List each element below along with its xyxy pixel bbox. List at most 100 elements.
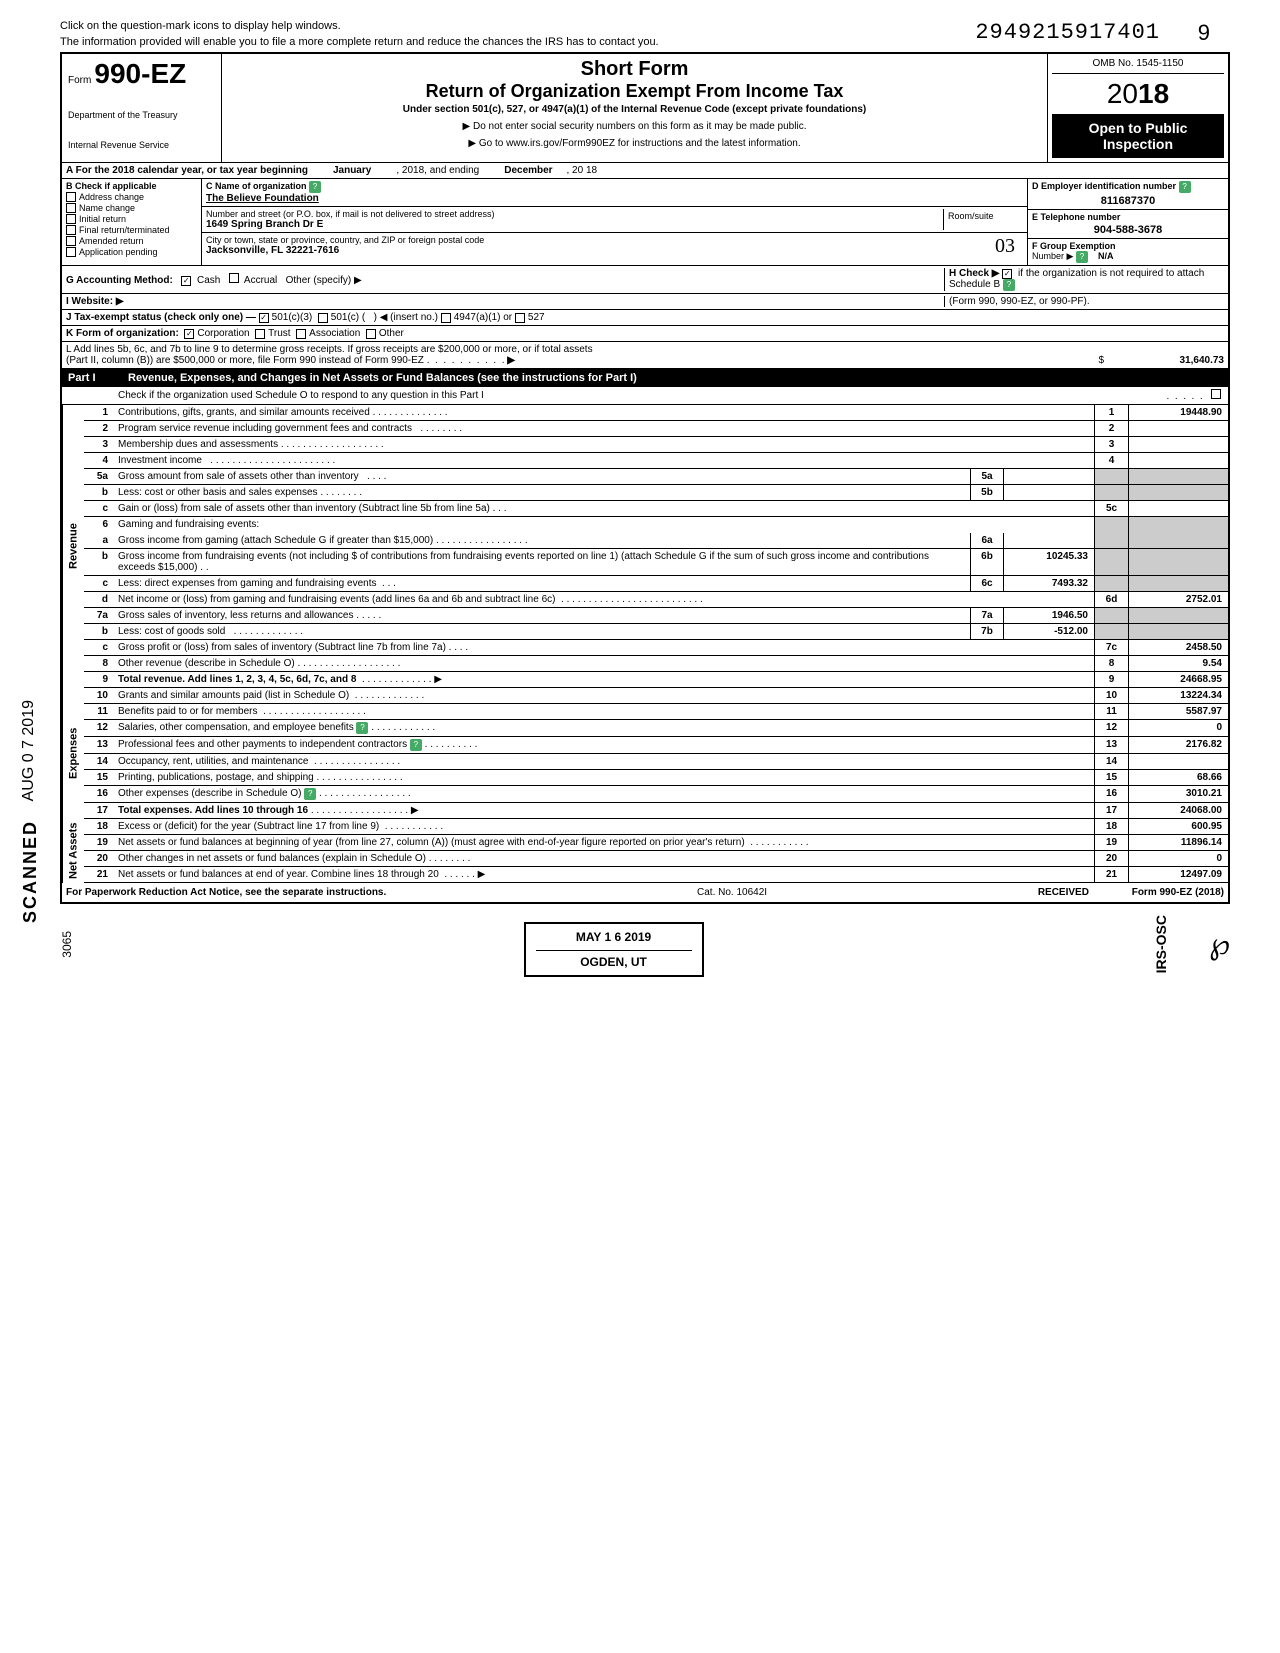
cb-trust[interactable] bbox=[255, 329, 265, 339]
line-13: 13Professional fees and other payments t… bbox=[84, 737, 1228, 754]
top-stamp-9: 9 bbox=[1198, 20, 1210, 46]
cb-name-change[interactable]: Name change bbox=[66, 203, 197, 213]
line-7a: 7aGross sales of inventory, less returns… bbox=[84, 608, 1228, 624]
line-9: 9Total revenue. Add lines 1, 2, 3, 4, 5c… bbox=[84, 672, 1228, 688]
stamp-3065: 3065 bbox=[60, 931, 74, 958]
line-3: 3Membership dues and assessments . . . .… bbox=[84, 437, 1228, 453]
cb-association[interactable] bbox=[296, 329, 306, 339]
help-icon[interactable]: ? bbox=[1179, 181, 1191, 193]
cb-schedule-o[interactable] bbox=[1211, 389, 1221, 399]
received-stamp: MAY 1 6 2019 OGDEN, UT bbox=[524, 922, 704, 977]
omb-number: OMB No. 1545-1150 bbox=[1052, 58, 1224, 74]
handwritten-03: 03 bbox=[995, 235, 1023, 258]
row-g-accounting: G Accounting Method: ✓ Cash Accrual Othe… bbox=[62, 266, 1228, 294]
stamp-area: 3065 MAY 1 6 2019 OGDEN, UT IRS-OSC ℘ bbox=[60, 912, 1230, 977]
b-label: B Check if applicable bbox=[66, 181, 197, 191]
line-7c: cGross profit or (loss) from sales of in… bbox=[84, 640, 1228, 656]
form-990ez: Form 990-EZ Department of the Treasury I… bbox=[60, 52, 1230, 904]
line-18: 18Excess or (deficit) for the year (Subt… bbox=[84, 819, 1228, 835]
col-d-ein: D Employer identification number ? 81168… bbox=[1028, 179, 1228, 265]
cb-initial-return[interactable]: Initial return bbox=[66, 214, 197, 224]
line-21: 21Net assets or fund balances at end of … bbox=[84, 867, 1228, 883]
help-icon[interactable]: ? bbox=[356, 722, 368, 734]
line-5c: cGain or (loss) from sale of assets othe… bbox=[84, 501, 1228, 517]
cb-501c3[interactable]: ✓ bbox=[259, 313, 269, 323]
col-c-org-info: C Name of organization ? The Believe Fou… bbox=[202, 179, 1028, 265]
line-5b: bLess: cost or other basis and sales exp… bbox=[84, 485, 1228, 501]
cb-cash[interactable]: ✓ bbox=[181, 276, 191, 286]
line-6c: cLess: direct expenses from gaming and f… bbox=[84, 576, 1228, 592]
cb-amended-return[interactable]: Amended return bbox=[66, 236, 197, 246]
signature: ℘ bbox=[1209, 927, 1230, 962]
line-15: 15Printing, publications, postage, and s… bbox=[84, 770, 1228, 786]
tax-year: 2018 bbox=[1052, 78, 1224, 110]
received-overlap: RECEIVED bbox=[1038, 887, 1089, 898]
form-word: Form bbox=[68, 75, 91, 86]
line-5a: 5aGross amount from sale of assets other… bbox=[84, 469, 1228, 485]
gross-receipts-total: 31,640.73 bbox=[1104, 355, 1224, 366]
cb-final-return[interactable]: Final return/terminated bbox=[66, 225, 197, 235]
line-12: 12Salaries, other compensation, and empl… bbox=[84, 720, 1228, 737]
cb-527[interactable] bbox=[515, 313, 525, 323]
cb-other[interactable] bbox=[366, 329, 376, 339]
room-suite: Room/suite bbox=[943, 209, 1023, 230]
line-8: 8Other revenue (describe in Schedule O) … bbox=[84, 656, 1228, 672]
ein-value: 811687370 bbox=[1032, 195, 1224, 207]
help-icon[interactable]: ? bbox=[1003, 279, 1015, 291]
line-4: 4Investment income . . . . . . . . . . .… bbox=[84, 453, 1228, 469]
line-7b: bLess: cost of goods sold . . . . . . . … bbox=[84, 624, 1228, 640]
street-address: 1649 Spring Branch Dr E bbox=[206, 219, 323, 230]
line-19: 19Net assets or fund balances at beginni… bbox=[84, 835, 1228, 851]
subtitle: Under section 501(c), 527, or 4947(a)(1)… bbox=[230, 104, 1039, 115]
line-1: 1Contributions, gifts, grants, and simil… bbox=[84, 405, 1228, 421]
short-form-title: Short Form bbox=[230, 58, 1039, 81]
open-public: Open to PublicInspection bbox=[1052, 114, 1224, 158]
header-right: OMB No. 1545-1150 2018 Open to PublicIns… bbox=[1048, 54, 1228, 162]
irs-label: Internal Revenue Service bbox=[68, 140, 215, 150]
side-revenue: Revenue bbox=[62, 405, 84, 688]
cb-address-change[interactable]: Address change bbox=[66, 192, 197, 202]
line-10: 10Grants and similar amounts paid (list … bbox=[84, 688, 1228, 704]
cb-corporation[interactable]: ✓ bbox=[184, 329, 194, 339]
line-6d: dNet income or (loss) from gaming and fu… bbox=[84, 592, 1228, 608]
line-6b: bGross income from fundraising events (n… bbox=[84, 549, 1228, 576]
help-icon[interactable]: ? bbox=[1076, 251, 1088, 263]
row-i-website: I Website: ▶ (Form 990, 990-EZ, or 990-P… bbox=[62, 294, 1228, 310]
form-number: 990-EZ bbox=[94, 58, 186, 89]
col-b-checkboxes: B Check if applicable Address change Nam… bbox=[62, 179, 202, 265]
line-16: 16Other expenses (describe in Schedule O… bbox=[84, 786, 1228, 803]
org-name: The Believe Foundation bbox=[206, 193, 319, 204]
line-6a: aGross income from gaming (attach Schedu… bbox=[84, 533, 1228, 549]
line-14: 14Occupancy, rent, utilities, and mainte… bbox=[84, 754, 1228, 770]
line-11: 11Benefits paid to or for members . . . … bbox=[84, 704, 1228, 720]
cb-4947[interactable] bbox=[441, 313, 451, 323]
return-title: Return of Organization Exempt From Incom… bbox=[230, 81, 1039, 102]
row-j-tax-status: J Tax-exempt status (check only one) — ✓… bbox=[62, 310, 1228, 326]
row-a-calendar-year: A For the 2018 calendar year, or tax yea… bbox=[62, 163, 1228, 179]
header-left: Form 990-EZ Department of the Treasury I… bbox=[62, 54, 222, 162]
cb-schedule-b[interactable]: ✓ bbox=[1002, 269, 1012, 279]
help-icon[interactable]: ? bbox=[304, 788, 316, 800]
line-2: 2Program service revenue including gover… bbox=[84, 421, 1228, 437]
top-stamp-number: 2949215917401 bbox=[975, 20, 1160, 45]
cb-accrual[interactable] bbox=[229, 273, 239, 283]
line-20: 20Other changes in net assets or fund ba… bbox=[84, 851, 1228, 867]
date-stamp-side: AUG 0 7 2019 bbox=[20, 700, 38, 801]
ssn-warning: ▶ Do not enter social security numbers o… bbox=[230, 121, 1039, 132]
irs-osc-stamp: IRS-OSC bbox=[1153, 915, 1169, 973]
side-net-assets: Net Assets bbox=[62, 819, 84, 883]
help-icon[interactable]: ? bbox=[309, 181, 321, 193]
side-expenses: Expenses bbox=[62, 688, 84, 819]
cb-application-pending[interactable]: Application pending bbox=[66, 247, 197, 257]
line-6: 6Gaming and fundraising events: bbox=[84, 517, 1228, 533]
header-center: Short Form Return of Organization Exempt… bbox=[222, 54, 1048, 162]
goto-link: ▶ Go to www.irs.gov/Form990EZ for instru… bbox=[468, 138, 800, 149]
row-k-org-form: K Form of organization: ✓ Corporation Tr… bbox=[62, 326, 1228, 342]
line-17: 17Total expenses. Add lines 10 through 1… bbox=[84, 803, 1228, 819]
dept-treasury: Department of the Treasury bbox=[68, 110, 215, 120]
city-state-zip: Jacksonville, FL 32221-7616 bbox=[206, 245, 339, 256]
help-icon[interactable]: ? bbox=[410, 739, 422, 751]
scanned-stamp: SCANNED bbox=[20, 820, 41, 923]
group-exemption: N/A bbox=[1098, 251, 1114, 261]
cb-501c[interactable] bbox=[318, 313, 328, 323]
